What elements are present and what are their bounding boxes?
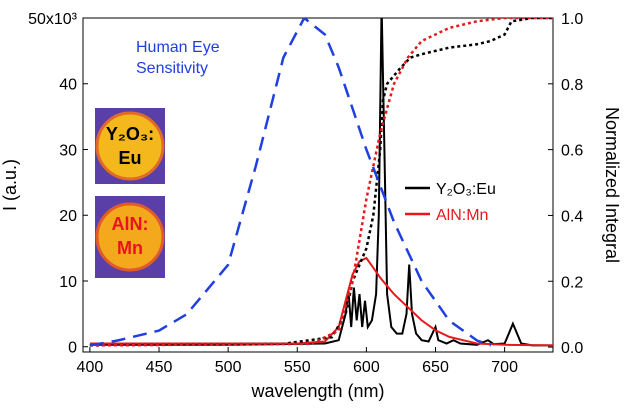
x-tick-label: 550 xyxy=(284,359,311,376)
series-line xyxy=(89,18,553,347)
inset-label: Eu xyxy=(118,148,141,168)
x-tick-label: 450 xyxy=(146,359,173,376)
plot-area xyxy=(89,18,553,347)
x-tick-label: 500 xyxy=(215,359,242,376)
inset-disk xyxy=(95,111,165,181)
inset-label: Y₂O₃: xyxy=(106,124,154,144)
y-tick-label: 0 xyxy=(68,340,77,357)
y-tick-label: 50x10³ xyxy=(28,11,78,28)
annotation: Human Eye xyxy=(136,39,220,56)
inset-photo xyxy=(95,108,165,278)
legend-label: Y₂O₃:Eu xyxy=(436,181,496,198)
y2-tick-label: 0.0 xyxy=(561,340,583,357)
annotation: Sensitivity xyxy=(136,60,208,77)
x-tick-label: 600 xyxy=(353,359,380,376)
y-tick-label: 20 xyxy=(59,208,77,225)
inset-label: Mn xyxy=(117,238,143,258)
x-tick-label: 700 xyxy=(491,359,518,376)
y-tick-label: 40 xyxy=(59,77,77,94)
inset-label: AlN: xyxy=(112,214,149,234)
y-tick-label: 30 xyxy=(59,142,77,159)
x-tick-label: 650 xyxy=(422,359,449,376)
y2-tick-label: 0.4 xyxy=(561,208,583,225)
y2-axis-label: Normalized Integral xyxy=(602,107,622,263)
y2-tick-label: 1.0 xyxy=(561,11,583,28)
y2-tick-label: 0.2 xyxy=(561,274,583,291)
y2-tick-label: 0.6 xyxy=(561,143,583,160)
y-tick-label: 10 xyxy=(59,274,77,291)
legend-label: AlN:Mn xyxy=(436,207,488,224)
y-axis-label: I (a.u.) xyxy=(0,159,20,211)
x-tick-label: 400 xyxy=(77,359,104,376)
plot-frame xyxy=(82,17,554,353)
x-axis-label: wavelength (nm) xyxy=(250,381,384,401)
y2-tick-label: 0.8 xyxy=(561,77,583,94)
inset-disk xyxy=(95,202,165,272)
